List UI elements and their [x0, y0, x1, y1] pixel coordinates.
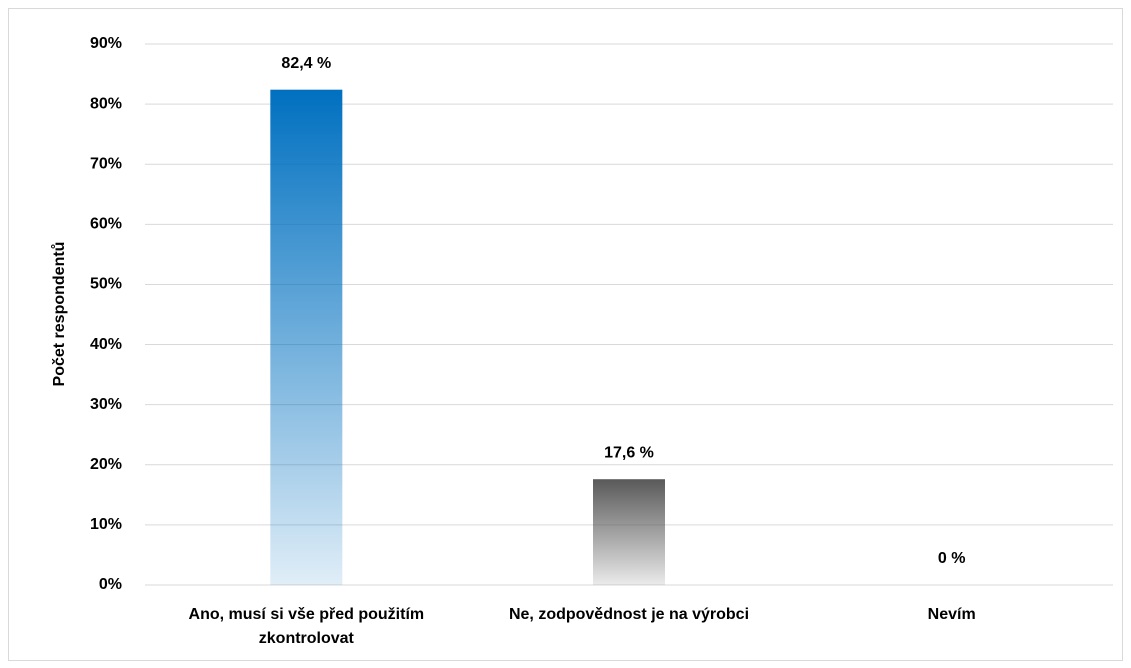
y-tick-label: 80%	[90, 95, 122, 112]
y-tick-label: 30%	[90, 396, 122, 413]
y-tick-label: 20%	[90, 456, 122, 473]
y-tick-label: 60%	[90, 216, 122, 233]
bar	[270, 89, 343, 585]
data-label: 82,4 %	[281, 55, 331, 72]
bar	[593, 479, 665, 585]
x-tick-label: Nevím	[927, 606, 976, 623]
y-tick-label: 70%	[90, 155, 122, 172]
y-tick-label: 50%	[90, 276, 122, 293]
data-label: 0 %	[938, 550, 966, 567]
chart-border	[8, 8, 1123, 661]
y-tick-label: 0%	[99, 576, 122, 593]
y-tick-label: 40%	[90, 336, 122, 353]
x-tick-label: Ne, zodpovědnost je na výrobci	[508, 606, 750, 623]
y-axis-label: Počet respondentů	[51, 242, 68, 387]
y-tick-label: 10%	[90, 516, 122, 533]
data-label: 17,6 %	[604, 444, 654, 461]
y-tick-label: 90%	[90, 35, 122, 52]
x-tick-label: Ano, musí si vše před použitím zkontrolo…	[188, 606, 425, 647]
